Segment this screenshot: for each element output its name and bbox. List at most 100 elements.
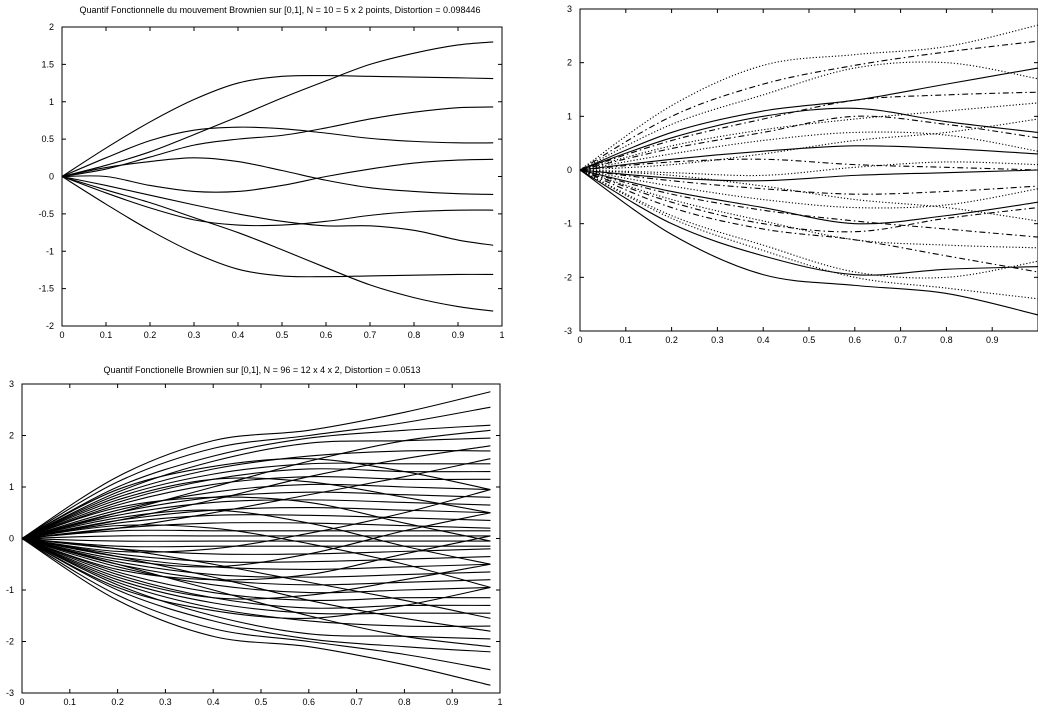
x-tick-label: 0.5 xyxy=(803,335,816,345)
series-line xyxy=(22,445,491,540)
x-tick-label: 0 xyxy=(19,697,24,707)
series-line xyxy=(22,538,491,686)
y-tick-label: 3 xyxy=(567,4,572,14)
y-tick-label: -3 xyxy=(564,326,572,336)
series-line xyxy=(22,537,491,601)
series-line xyxy=(62,175,494,246)
series-line xyxy=(580,169,1038,249)
series-line xyxy=(22,437,491,539)
x-tick-label: 0.9 xyxy=(446,697,459,707)
series-line xyxy=(580,107,1038,171)
y-tick-label: -1 xyxy=(6,585,14,595)
x-tick-label: 0.7 xyxy=(894,335,907,345)
y-tick-label: -0.5 xyxy=(38,209,54,219)
series-line xyxy=(22,537,491,648)
series-line xyxy=(22,483,491,540)
series-line xyxy=(22,537,491,615)
series-line xyxy=(580,91,1038,171)
series-line xyxy=(22,476,491,540)
series-line xyxy=(22,538,491,640)
y-tick-label: -1 xyxy=(46,246,54,256)
series-line xyxy=(580,131,1038,171)
chart-1-title: Quantif Fonctionnelle du mouvement Brown… xyxy=(80,5,481,15)
series-line xyxy=(22,538,491,671)
y-tick-label: 0 xyxy=(567,165,572,175)
y-tick-label: 2 xyxy=(567,58,572,68)
series-line xyxy=(580,169,1038,276)
series-line xyxy=(62,158,494,193)
series-line xyxy=(22,450,491,539)
x-tick-label: 0.8 xyxy=(398,697,411,707)
series-line xyxy=(22,538,491,620)
series-line xyxy=(62,175,494,312)
y-tick-label: -1.5 xyxy=(38,284,54,294)
x-tick-label: 0.5 xyxy=(276,330,289,340)
series-line xyxy=(22,537,491,542)
series-line xyxy=(580,169,1038,182)
series-line xyxy=(22,477,491,540)
series-line xyxy=(580,169,1038,195)
y-tick-label: -3 xyxy=(6,688,14,698)
series-line xyxy=(22,538,491,627)
x-tick-label: 0.3 xyxy=(159,697,172,707)
series-line xyxy=(22,537,491,594)
series-line xyxy=(22,457,491,539)
series-line xyxy=(62,126,494,178)
series-line xyxy=(22,537,491,609)
series-line xyxy=(22,489,491,553)
x-tick-label: 0.4 xyxy=(207,697,220,707)
series-line xyxy=(580,169,1038,238)
series-line xyxy=(22,535,491,540)
y-tick-label: -1 xyxy=(564,219,572,229)
y-tick-label: 1 xyxy=(49,97,54,107)
series-line xyxy=(580,169,1038,233)
chart-2-plot-area xyxy=(579,8,1038,332)
series-line xyxy=(580,169,1038,316)
series-line xyxy=(22,424,491,539)
y-tick-label: -2 xyxy=(564,272,572,282)
series-line xyxy=(62,175,494,227)
series-line xyxy=(22,537,491,600)
series-line xyxy=(62,41,494,178)
x-tick-label: 1 xyxy=(497,697,502,707)
chart-1: Quantif Fonctionnelle du mouvement Brown… xyxy=(38,5,504,340)
series-line xyxy=(22,529,491,540)
x-tick-label: 0.6 xyxy=(849,335,862,345)
series-line xyxy=(580,118,1038,171)
series-line xyxy=(580,169,1038,222)
series-line xyxy=(22,535,491,581)
x-tick-label: 0.6 xyxy=(320,330,333,340)
series-line xyxy=(580,102,1038,171)
series-line xyxy=(22,499,491,540)
series-line xyxy=(22,458,491,540)
series-line xyxy=(580,145,1038,171)
series-line xyxy=(580,169,1038,300)
x-tick-label: 0.5 xyxy=(255,697,268,707)
x-tick-label: 0.1 xyxy=(64,697,77,707)
x-tick-label: 0.4 xyxy=(232,330,245,340)
y-tick-label: 2 xyxy=(49,22,54,32)
series-line xyxy=(580,169,1038,273)
x-tick-label: 0.9 xyxy=(452,330,465,340)
series-line xyxy=(580,40,1038,171)
chart-1-plot-area xyxy=(61,26,503,327)
chart-2: 0 0.1 0.2 0.3 0.4 0.5 0.6 0.7 0.8 0.9 -3 -2 -1 0 1 2 3 xyxy=(564,4,1038,345)
x-tick-label: 0.3 xyxy=(188,330,201,340)
y-tick-label: 0 xyxy=(49,172,54,182)
series-line xyxy=(580,169,1038,279)
series-line xyxy=(62,74,494,177)
x-tick-label: 0.9 xyxy=(986,335,999,345)
series-line xyxy=(22,524,491,588)
y-tick-label: 1 xyxy=(567,111,572,121)
series-line xyxy=(62,157,494,195)
series-line xyxy=(22,429,491,540)
series-line xyxy=(580,115,1038,171)
y-tick-label: 3 xyxy=(9,379,14,389)
chart-3-title: Quantif Fonctionelle Brownien sur [0,1],… xyxy=(104,365,421,375)
series-line xyxy=(22,406,491,539)
series-line xyxy=(580,24,1038,171)
x-tick-label: 0 xyxy=(577,335,582,345)
y-tick-label: 0.5 xyxy=(41,134,54,144)
y-tick-label: -2 xyxy=(46,321,54,331)
